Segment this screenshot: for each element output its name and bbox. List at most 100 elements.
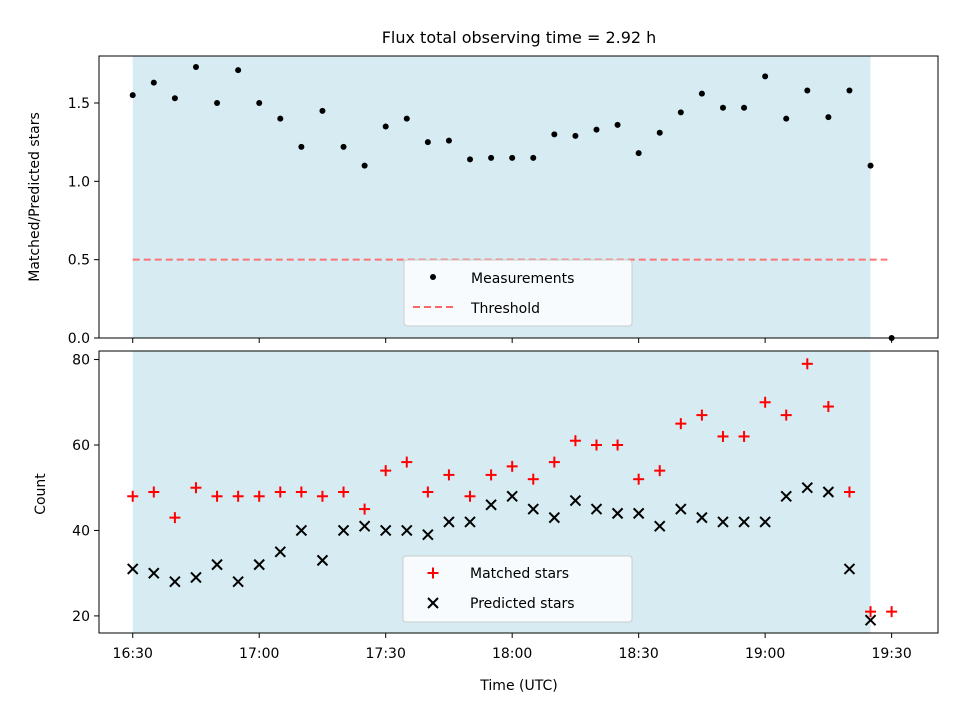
predicted-star-point: [358, 520, 371, 532]
matched-star-point: [822, 401, 834, 413]
measurement-point: [214, 100, 221, 106]
measurement-point: [530, 154, 537, 161]
predicted-star-point: [632, 507, 645, 520]
predicted-star-point: [717, 516, 729, 528]
predicted-star-point: [843, 563, 856, 575]
measurement-point: [677, 109, 684, 116]
matched-star-point: [527, 473, 539, 485]
y-tick-label: 0.0: [68, 331, 90, 347]
top-legend: Measurements Threshold: [403, 259, 633, 327]
matched-star-point: [548, 456, 560, 468]
predicted-star-point: [316, 554, 329, 567]
predicted-star-point: [548, 511, 561, 524]
measurement-point: [445, 137, 452, 144]
x-tick-label: 17:00: [239, 646, 279, 662]
matched-star-point: [316, 490, 328, 502]
predicted-star-point: [190, 571, 202, 584]
matched-star-point: [190, 482, 202, 494]
measurement-point: [741, 104, 748, 111]
matched-star-point: [569, 435, 581, 447]
predicted-star-point: [127, 563, 139, 575]
matched-star-point: [422, 486, 434, 498]
x-tick-label: 19:30: [871, 646, 911, 662]
bottom-panel: 20 40 60 80 16:30 17:00 17:30 18:00 18:30 19:00 19…: [33, 350, 939, 694]
matched-star-point: [612, 439, 624, 451]
y-tick-label: 80: [72, 353, 90, 369]
predicted-star-point: [654, 520, 666, 532]
matched-star-point: [590, 439, 602, 451]
legend-measurements: Measurements: [471, 271, 574, 287]
measurement-point: [846, 87, 853, 94]
measurement-point: [403, 115, 410, 122]
measurement-point: [783, 115, 790, 122]
matched-star-point: [843, 486, 855, 498]
matched-star-point: [485, 469, 497, 481]
measurement-point: [129, 92, 136, 99]
bottom-legend: Matched stars Predicted stars: [402, 555, 633, 623]
matched-legend-glyph: [427, 567, 439, 579]
matched-star-point: [675, 418, 687, 430]
matched-star-point: [359, 503, 371, 515]
measurements-legend-marker: [430, 274, 436, 280]
predicted-star-point: [611, 507, 624, 520]
predicted-star-point: [822, 486, 835, 498]
y-tick-label: 60: [72, 438, 90, 454]
predicted-star-point: [485, 499, 497, 511]
predicted-star-point: [443, 516, 455, 528]
measurement-point: [635, 150, 642, 157]
predicted-star-point: [464, 516, 476, 528]
matched-star-point: [169, 512, 181, 524]
predicted-star-point: [590, 503, 603, 515]
matched-star-point: [696, 409, 708, 421]
predicted-star-point: [506, 490, 518, 502]
predicted-star-point: [379, 524, 392, 537]
matched-star-point: [148, 486, 160, 498]
matched-star-point: [464, 490, 476, 502]
legend-predicted: Predicted stars: [470, 596, 575, 612]
measurement-point: [867, 162, 874, 169]
predicted-star-point: [253, 558, 265, 571]
matched-star-point: [654, 465, 666, 477]
predicted-star-point: [696, 511, 708, 524]
predicted-star-point: [801, 482, 814, 494]
predicted-star-point: [569, 494, 582, 507]
matched-star-point: [232, 490, 244, 502]
matched-star-point: [780, 409, 792, 421]
matched-star-point: [633, 473, 645, 485]
x-axis-label: Time (UTC): [479, 678, 557, 694]
predicted-star-point: [864, 614, 877, 626]
predicted-star-point: [738, 516, 750, 528]
legend-threshold: Threshold: [470, 301, 540, 317]
predicted-star-point: [527, 503, 539, 515]
matched-star-point: [759, 396, 771, 408]
bottom-y-axis-label: Count: [33, 473, 49, 515]
matched-star-point: [211, 490, 223, 502]
predicted-star-point: [169, 576, 181, 588]
matched-star-point: [274, 486, 286, 498]
top-y-axis-label: Matched/Predicted stars: [27, 112, 43, 282]
measurement-point: [698, 90, 705, 97]
measurement-point: [509, 154, 516, 161]
top-axis-ticks: 0.0 0.5 1.0 1.5: [68, 96, 893, 347]
chart-title: Flux total observing time = 2.92 h: [382, 28, 657, 47]
y-tick-label: 40: [72, 523, 90, 539]
predicted-star-point: [337, 524, 350, 537]
bottom-legend-box: [402, 555, 633, 623]
x-tick-label: 19:00: [745, 646, 785, 662]
bottom-data-points: [127, 358, 898, 626]
top-panel: 0.0 0.5 1.0 1.5 Matched/Predicted stars Mea…: [27, 55, 939, 347]
y-tick-label: 20: [72, 609, 90, 625]
legend-matched: Matched stars: [470, 566, 569, 582]
measurement-point: [298, 143, 305, 150]
matched-legend-marker: [427, 567, 439, 579]
measurement-point: [762, 73, 769, 80]
predicted-star-point: [295, 524, 308, 537]
measurement-point: [150, 79, 157, 86]
bottom-axes-frame: [98, 350, 939, 634]
matched-star-point: [295, 486, 307, 498]
top-legend-box: [403, 259, 633, 327]
matched-star-point: [506, 460, 518, 472]
measurement-point: [593, 126, 600, 133]
measurement-point: [171, 95, 178, 102]
